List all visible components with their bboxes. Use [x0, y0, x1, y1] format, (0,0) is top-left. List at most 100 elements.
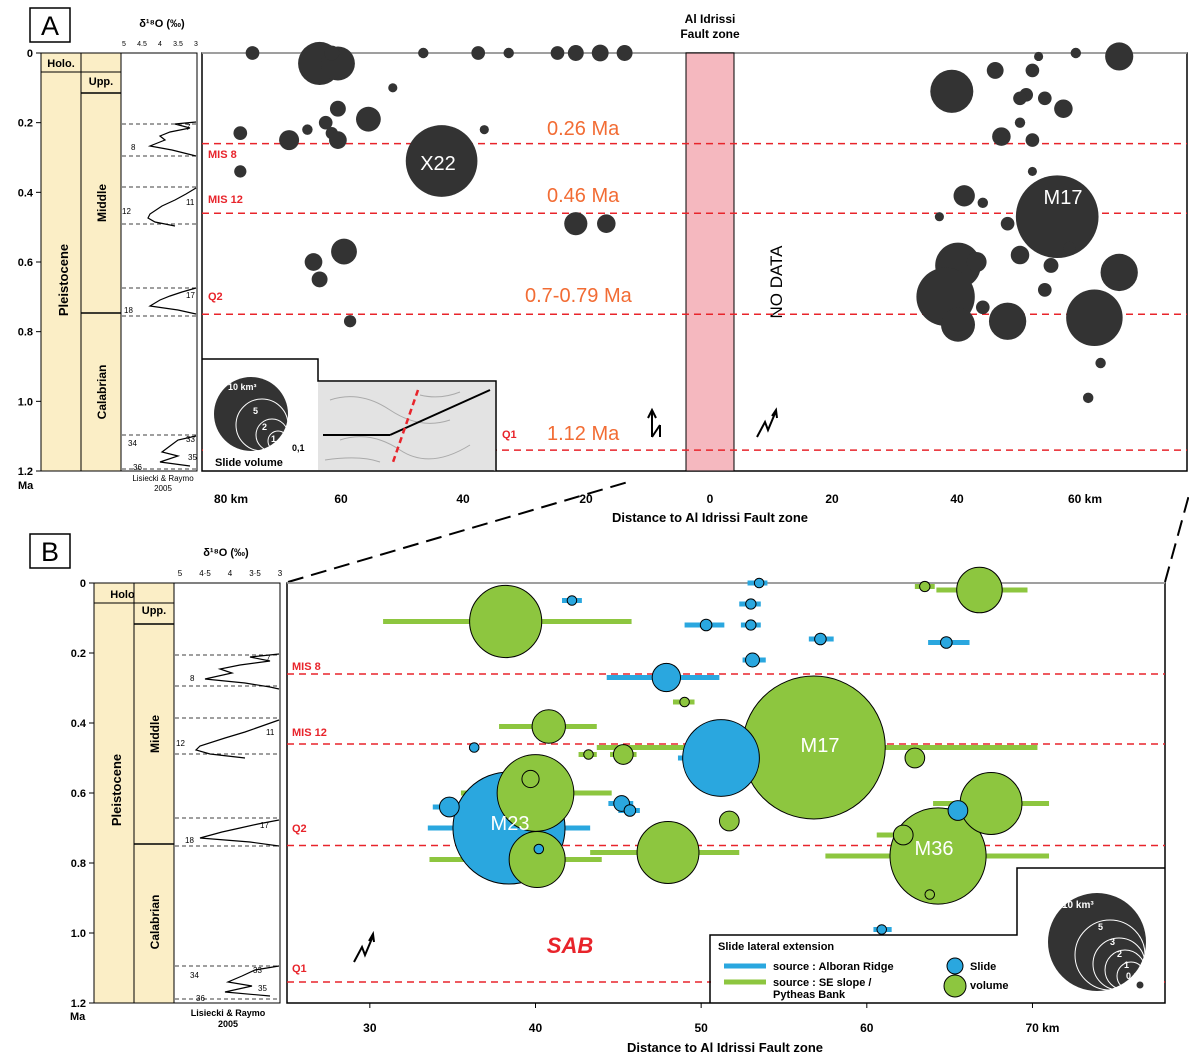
slide-bubble-pytheas	[680, 697, 690, 707]
slide-bubble-alboran	[700, 619, 712, 631]
svg-text:20: 20	[825, 492, 839, 506]
y-tick-label-a: 0.4	[18, 187, 34, 199]
svg-text:0: 0	[707, 492, 714, 506]
isotope-column-a	[121, 53, 197, 471]
svg-text:20: 20	[579, 492, 593, 506]
svg-text:34: 34	[190, 971, 199, 980]
y-tick-label-b: 0.4	[71, 718, 87, 730]
fault-symbol-b	[354, 934, 374, 962]
slide-bubble-east	[1066, 289, 1122, 345]
slide-bubble-west	[234, 165, 246, 177]
ma-label-b: Ma	[70, 1011, 86, 1023]
slide-bubble-pytheas	[893, 825, 913, 845]
x-axis-title-b: Distance to Al Idrissi Fault zone	[627, 1040, 823, 1055]
slide-bubble-pytheas	[613, 745, 633, 765]
slide-bubble-alboran	[652, 663, 680, 691]
slide-bubble-pytheas	[719, 811, 739, 831]
svg-text:5: 5	[253, 406, 258, 416]
x-ticks-b: 30 40 50 60 70 km	[363, 1003, 1059, 1035]
svg-text:5: 5	[1098, 922, 1103, 932]
svg-text:35: 35	[258, 984, 267, 993]
slide-bubble-pytheas	[532, 710, 565, 743]
svg-text:11: 11	[186, 198, 195, 207]
isotope-tick-b: 5	[178, 569, 183, 578]
slide-bubble-east	[1063, 242, 1075, 254]
m17-label-b: M17	[801, 735, 840, 757]
svg-text:0,1: 0,1	[1126, 971, 1139, 981]
y-tick-label-b: 0	[80, 578, 86, 590]
reference-a-line1: Lisiecki & Raymo	[132, 474, 194, 483]
svg-text:3: 3	[1110, 937, 1115, 947]
fault-symbol-left	[648, 410, 660, 437]
y-tick-label-a: 0	[27, 48, 33, 60]
legend-blue-text: source : Alboran Ridge	[773, 961, 894, 973]
slide-bubble-west	[418, 48, 428, 58]
slide-bubble-east	[967, 252, 987, 272]
slide-bubble-pytheas	[960, 773, 1022, 835]
x-tick-label-b: 50	[694, 1021, 708, 1035]
legend-slide-dot	[947, 958, 963, 974]
y-tick-label-a: 1.0	[18, 396, 33, 408]
slide-bubble-east	[954, 185, 975, 206]
slide-bubble-east	[935, 212, 944, 221]
slide-bubble-alboran	[469, 743, 479, 753]
slide-bubble-alboran	[877, 925, 887, 935]
isotope-label-b: δ¹⁸O (‰)	[203, 547, 249, 559]
svg-text:8: 8	[190, 674, 195, 683]
svg-text:Q2: Q2	[292, 823, 307, 835]
isotope-tick-a: 3	[194, 41, 198, 48]
svg-text:0.26 Ma: 0.26 Ma	[547, 118, 620, 140]
slide-bubble-alboran	[534, 844, 544, 854]
slide-bubble-east	[1071, 48, 1081, 58]
y-tick-label-a: 0.2	[18, 118, 33, 130]
svg-text:17: 17	[186, 291, 195, 300]
slide-bubble-west	[246, 46, 260, 60]
slide-bubble-east	[1001, 217, 1015, 231]
isotope-ticks-a: 5 4.5 4 3.5 3	[122, 41, 198, 48]
slide-bubble-pytheas	[920, 581, 930, 591]
svg-text:Q1: Q1	[502, 429, 517, 441]
fault-zone-title-1: Al Idrissi	[685, 12, 736, 26]
slide-bubble-west	[592, 45, 609, 62]
slide-bubble-east	[976, 300, 990, 314]
slide-bubble-alboran	[746, 653, 760, 667]
reference-b-line2: 2005	[218, 1019, 238, 1029]
slide-bubble-west	[564, 212, 587, 235]
svg-text:0.7-0.79 Ma: 0.7-0.79 Ma	[525, 285, 633, 307]
slide-bubble-west	[324, 46, 339, 61]
slide-bubble-west	[551, 46, 565, 60]
svg-text:60: 60	[334, 492, 348, 506]
svg-text:0.46 Ma: 0.46 Ma	[547, 185, 620, 207]
slide-bubble-alboran	[941, 637, 953, 649]
slide-bubble-alboran	[683, 720, 760, 797]
svg-text:MIS 8: MIS 8	[208, 149, 237, 161]
slide-bubble-east	[1044, 258, 1059, 273]
slide-bubble-west	[356, 107, 381, 132]
calabrian-label-b: Calabrian	[148, 895, 162, 950]
upp-label-b: Upp.	[142, 605, 166, 617]
svg-text:35: 35	[188, 453, 197, 462]
m17-label-a: M17	[1044, 187, 1083, 209]
slide-bubble-west	[568, 45, 584, 61]
slide-bubble-alboran	[567, 596, 577, 606]
isotope-tick-a: 4	[158, 41, 162, 48]
holo-label-a: Holo.	[47, 58, 75, 70]
slide-bubble-east	[987, 62, 1004, 79]
slide-bubble-east	[1028, 167, 1037, 176]
slide-bubble-alboran	[948, 801, 968, 821]
x-tick-label-b: 60	[860, 1021, 874, 1035]
svg-text:40: 40	[456, 492, 470, 506]
reference-b-line1: Lisiecki & Raymo	[191, 1008, 266, 1018]
legend-volume-text: volume	[970, 980, 1009, 992]
slide-bubble-west	[312, 271, 328, 287]
isotope-column-b	[174, 583, 280, 1003]
slide-bubble-alboran	[815, 633, 827, 645]
svg-text:MIS 12: MIS 12	[292, 727, 327, 739]
m36-label: M36	[915, 838, 954, 860]
slide-bubble-east	[1013, 91, 1027, 105]
isotope-tick-a: 3.5	[173, 41, 183, 48]
legend-slide-text: Slide	[970, 961, 996, 973]
y-axis-b: 00.20.40.60.81.01.2	[71, 578, 94, 1010]
isotope-label-a: δ¹⁸O (‰)	[139, 18, 185, 30]
slide-bubble-east	[1034, 52, 1043, 61]
